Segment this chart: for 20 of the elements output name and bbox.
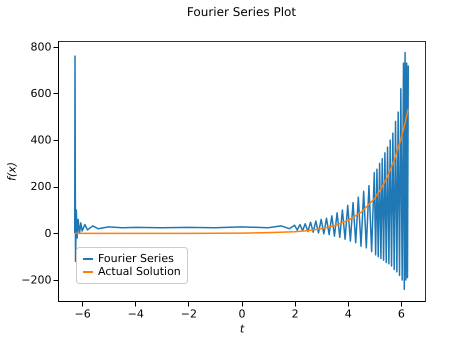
- y-tick-label: 600: [30, 86, 52, 100]
- x-tick-label: 2: [292, 308, 299, 320]
- y-tick-label: 200: [30, 180, 52, 194]
- y-tick-label: 0: [44, 226, 52, 240]
- legend-label: Fourier Series: [98, 252, 174, 265]
- x-tick-label: 0: [238, 308, 246, 320]
- y-tick-label: 400: [30, 134, 52, 147]
- y-axis-title: f(x): [5, 162, 18, 181]
- x-tick-label: −6: [74, 308, 91, 320]
- x-tick-label: −2: [180, 308, 197, 320]
- y-tick-label: −200: [21, 274, 52, 287]
- legend-label: Actual Solution: [98, 265, 181, 278]
- line-series: [74, 52, 410, 290]
- x-axis-title: t: [240, 322, 245, 336]
- x-tick-label: −4: [128, 308, 144, 320]
- y-tick-label: 800: [30, 40, 52, 54]
- x-tick-label: 6: [398, 308, 405, 320]
- x-tick-label: 4: [344, 308, 352, 320]
- chart-title: Fourier Series Plot: [186, 4, 296, 19]
- line-series: [74, 108, 410, 234]
